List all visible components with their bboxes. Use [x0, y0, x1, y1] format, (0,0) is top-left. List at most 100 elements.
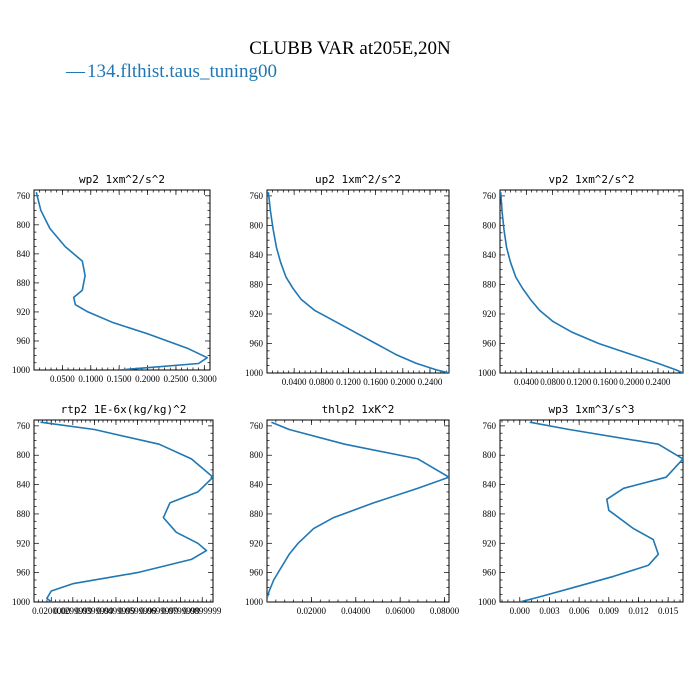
x-tick-label: 0.2400: [418, 377, 443, 387]
panel-title: wp3 1xm^3/s^3: [548, 403, 634, 416]
y-tick-label: 920: [483, 538, 497, 548]
chart-panel-4: rtp2 1E-6x(kg/kg)^2 760 800 840 880 920 960 100…: [12, 403, 222, 616]
y-tick-label: 840: [483, 480, 497, 490]
x-tick-label: 0.0899999: [183, 606, 222, 616]
y-tick-label: 960: [17, 336, 31, 346]
x-tick-label: 0.0399999: [75, 606, 114, 616]
x-tick-label: 0.003: [539, 606, 560, 616]
x-tick-label: 0.0799999: [162, 606, 201, 616]
y-tick-label: 920: [17, 538, 31, 548]
x-tick-label: 0.2000: [135, 374, 160, 384]
y-tick-label: 1000: [478, 597, 497, 607]
x-tick-label: 0.000: [510, 606, 531, 616]
y-tick-label: 880: [17, 509, 31, 519]
y-tick-label: 760: [250, 421, 264, 431]
series-line: [35, 192, 208, 370]
x-tick-label: 0.012: [628, 606, 648, 616]
x-tick-label: 0.015: [658, 606, 679, 616]
chart-panel-6: wp3 1xm^3/s^3 760 800 840 880 920 960 1000 0.000…: [478, 403, 684, 616]
x-tick-label: 0.2000: [390, 377, 415, 387]
y-tick-label: 920: [17, 307, 31, 317]
series-line: [500, 192, 683, 373]
x-tick-label: 0.0500: [50, 374, 75, 384]
chart-panels: wp2 1xm^2/s^2 760 800 840 880 920 960 1000 0.050…: [12, 173, 684, 616]
x-tick-label: 0.2500: [164, 374, 189, 384]
x-tick-label: 0.06000: [386, 606, 416, 616]
y-tick-label: 960: [483, 338, 497, 348]
panel-title: vp2 1xm^2/s^2: [548, 173, 634, 186]
y-tick-label: 1000: [245, 368, 264, 378]
y-tick-label: 960: [483, 568, 497, 578]
y-tick-label: 960: [250, 338, 264, 348]
x-tick-label: 0.006: [569, 606, 590, 616]
plot-frame: [33, 189, 211, 371]
panel-title: rtp2 1E-6x(kg/kg)^2: [61, 403, 187, 416]
y-tick-label: 840: [17, 480, 31, 490]
x-tick-label: 0.2000: [619, 377, 644, 387]
x-tick-label: 0.1200: [336, 377, 361, 387]
chart-panel-5: thlp2 1xK^2 760 800 840 880 920 960 1000 0.02000…: [245, 403, 460, 616]
x-tick-label: 0.1200: [567, 377, 592, 387]
y-tick-label: 880: [250, 279, 264, 289]
x-tick-label: 0.0400: [282, 377, 307, 387]
x-tick-label: 0.2400: [646, 377, 671, 387]
plot-frame: [266, 189, 450, 374]
x-tick-label: 0.009: [599, 606, 620, 616]
y-tick-label: 880: [17, 278, 31, 288]
x-tick-label: 0.1600: [363, 377, 388, 387]
y-tick-label: 840: [250, 480, 264, 490]
y-tick-label: 920: [250, 538, 264, 548]
plot-frame: [266, 419, 450, 603]
x-tick-label: 0.0400: [514, 377, 539, 387]
legend-dash: —: [65, 61, 86, 82]
x-tick-label: 0.1500: [107, 374, 132, 384]
x-tick-label: 0.0499999: [97, 606, 136, 616]
chart-panel-1: wp2 1xm^2/s^2 760 800 840 880 920 960 1000 0.050…: [12, 173, 217, 384]
y-tick-label: 760: [17, 191, 31, 201]
y-tick-label: 880: [250, 509, 264, 519]
y-tick-label: 880: [483, 279, 497, 289]
x-tick-label: 0.02000: [297, 606, 327, 616]
x-tick-label: 0.1600: [593, 377, 618, 387]
series-line: [267, 192, 449, 373]
x-tick-label: 0.0599999: [118, 606, 157, 616]
chart-panel-3: vp2 1xm^2/s^2 760 800 840 880 920 960 1000 0.040…: [478, 173, 684, 387]
series-line: [267, 421, 449, 602]
y-tick-label: 760: [483, 421, 497, 431]
y-tick-label: 1000: [12, 365, 31, 375]
plot-frame: [499, 419, 684, 603]
y-tick-label: 760: [17, 421, 31, 431]
chart-panel-2: up2 1xm^2/s^2 760 800 840 880 920 960 1000 0.040…: [245, 173, 450, 387]
x-tick-label: 0.04000: [341, 606, 371, 616]
y-tick-label: 960: [250, 568, 264, 578]
y-tick-label: 1000: [12, 597, 31, 607]
x-tick-label: 0.0800: [309, 377, 334, 387]
series-line: [519, 421, 683, 602]
x-tick-label: 0.0699999: [140, 606, 179, 616]
x-tick-label: 0.3000: [192, 374, 217, 384]
series-line: [40, 421, 213, 602]
x-tick-label: 0.0200000: [32, 606, 71, 616]
y-tick-label: 1000: [478, 368, 497, 378]
y-tick-label: 840: [250, 250, 264, 260]
y-tick-label: 1000: [245, 597, 264, 607]
y-tick-label: 800: [483, 450, 497, 460]
panel-title: thlp2 1xK^2: [322, 403, 395, 416]
x-tick-label: 0.0800: [540, 377, 565, 387]
y-tick-label: 800: [17, 450, 31, 460]
figure-title: CLUBB VAR at205E,20N: [249, 38, 451, 59]
panel-title: up2 1xm^2/s^2: [315, 173, 401, 186]
x-tick-label: 0.0299999: [54, 606, 93, 616]
y-tick-label: 760: [250, 191, 264, 201]
plot-frame: [499, 189, 684, 374]
y-tick-label: 960: [17, 568, 31, 578]
y-tick-label: 800: [17, 220, 31, 230]
y-tick-label: 920: [483, 309, 497, 319]
y-tick-label: 800: [250, 220, 264, 230]
figure-legend: — 134.flthist.taus_tuning00: [65, 61, 277, 82]
plot-frame: [33, 419, 214, 603]
x-tick-label: 0.1000: [78, 374, 103, 384]
y-tick-label: 920: [250, 309, 264, 319]
y-tick-label: 800: [250, 450, 264, 460]
